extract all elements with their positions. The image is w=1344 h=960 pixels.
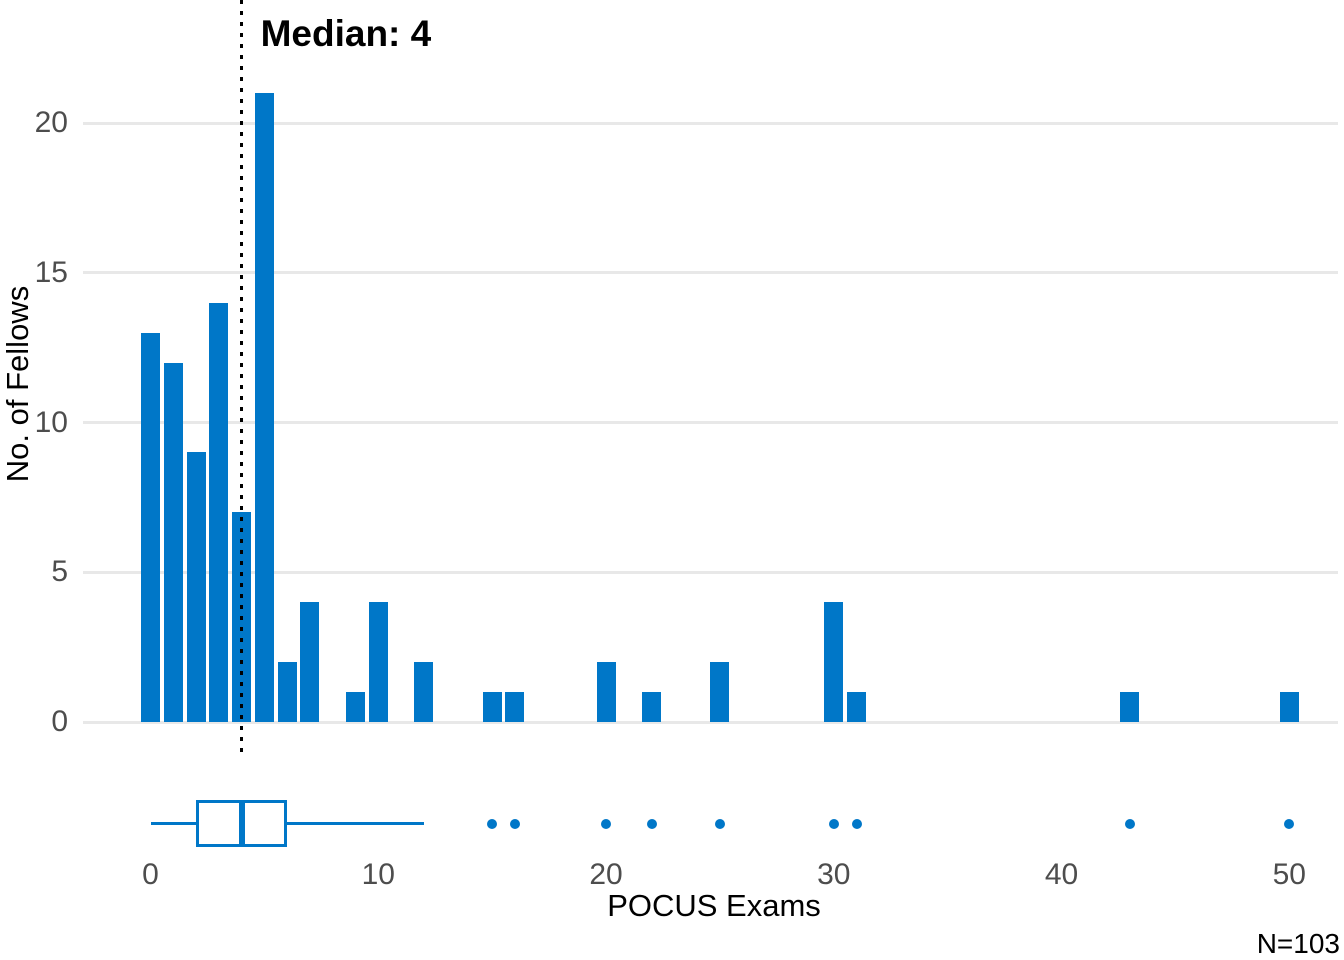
- gridline-y-0: [83, 720, 1338, 724]
- gridline-y-10: [83, 421, 1338, 424]
- boxplot-outlier-15: [487, 818, 498, 829]
- bar-x22: [642, 692, 662, 722]
- y-tick-label-5: 5: [51, 555, 68, 589]
- boxplot-median-line: [238, 800, 245, 847]
- boxplot-outlier-50: [1284, 818, 1295, 829]
- gridline-y-5: [83, 570, 1338, 574]
- x-tick-label-50: 50: [1272, 858, 1306, 891]
- bar-x1: [163, 362, 183, 722]
- boxplot-outlier-20: [601, 818, 611, 829]
- bar-x30: [824, 602, 844, 722]
- boxplot-outlier-25: [714, 818, 725, 829]
- boxplot-outlier-30: [828, 818, 839, 829]
- bar-x31: [847, 692, 867, 722]
- bar-x3: [209, 302, 229, 722]
- bar-x6: [277, 662, 297, 722]
- bar-x10: [368, 602, 388, 722]
- y-axis-title: No. of Fellows: [0, 285, 35, 483]
- bar-x9: [345, 692, 365, 722]
- y-tick-label-10: 10: [34, 405, 68, 439]
- sample-size-note: N=103: [1256, 928, 1340, 959]
- x-tick-label-30: 30: [817, 858, 851, 891]
- gridline-y-15: [83, 271, 1338, 275]
- median-annotation: Median: 4: [260, 13, 432, 54]
- boxplot-outlier-43: [1124, 818, 1135, 829]
- boxplot-outlier-22: [646, 818, 657, 829]
- x-tick-label-0: 0: [142, 858, 159, 891]
- median-reference-line: [240, 0, 244, 756]
- x-tick-label-40: 40: [1044, 858, 1079, 891]
- gridline-y-20: [83, 121, 1338, 125]
- x-axis-title: POCUS Exams: [607, 888, 821, 923]
- y-tick-label-0: 0: [51, 705, 68, 738]
- bar-x7: [300, 602, 320, 722]
- bar-x16: [505, 692, 525, 722]
- boxplot-lower-whisker: [150, 822, 197, 825]
- boxplot-outlier-16: [509, 818, 520, 829]
- bar-x2: [186, 452, 206, 722]
- bar-x5: [254, 93, 274, 722]
- bar-x15: [482, 692, 502, 722]
- bar-x0: [141, 332, 160, 722]
- bar-x43: [1120, 692, 1140, 722]
- bar-x25: [710, 662, 730, 722]
- x-tick-label-20: 20: [589, 858, 623, 891]
- boxplot-outlier-31: [851, 818, 862, 829]
- y-tick-label-15: 15: [34, 255, 68, 289]
- boxplot-upper-whisker: [287, 822, 424, 825]
- x-tick-label-10: 10: [361, 858, 395, 891]
- bar-x50: [1279, 692, 1299, 722]
- y-tick-label-20: 20: [34, 106, 68, 139]
- bar-x20: [596, 662, 616, 722]
- bar-x12: [414, 662, 434, 722]
